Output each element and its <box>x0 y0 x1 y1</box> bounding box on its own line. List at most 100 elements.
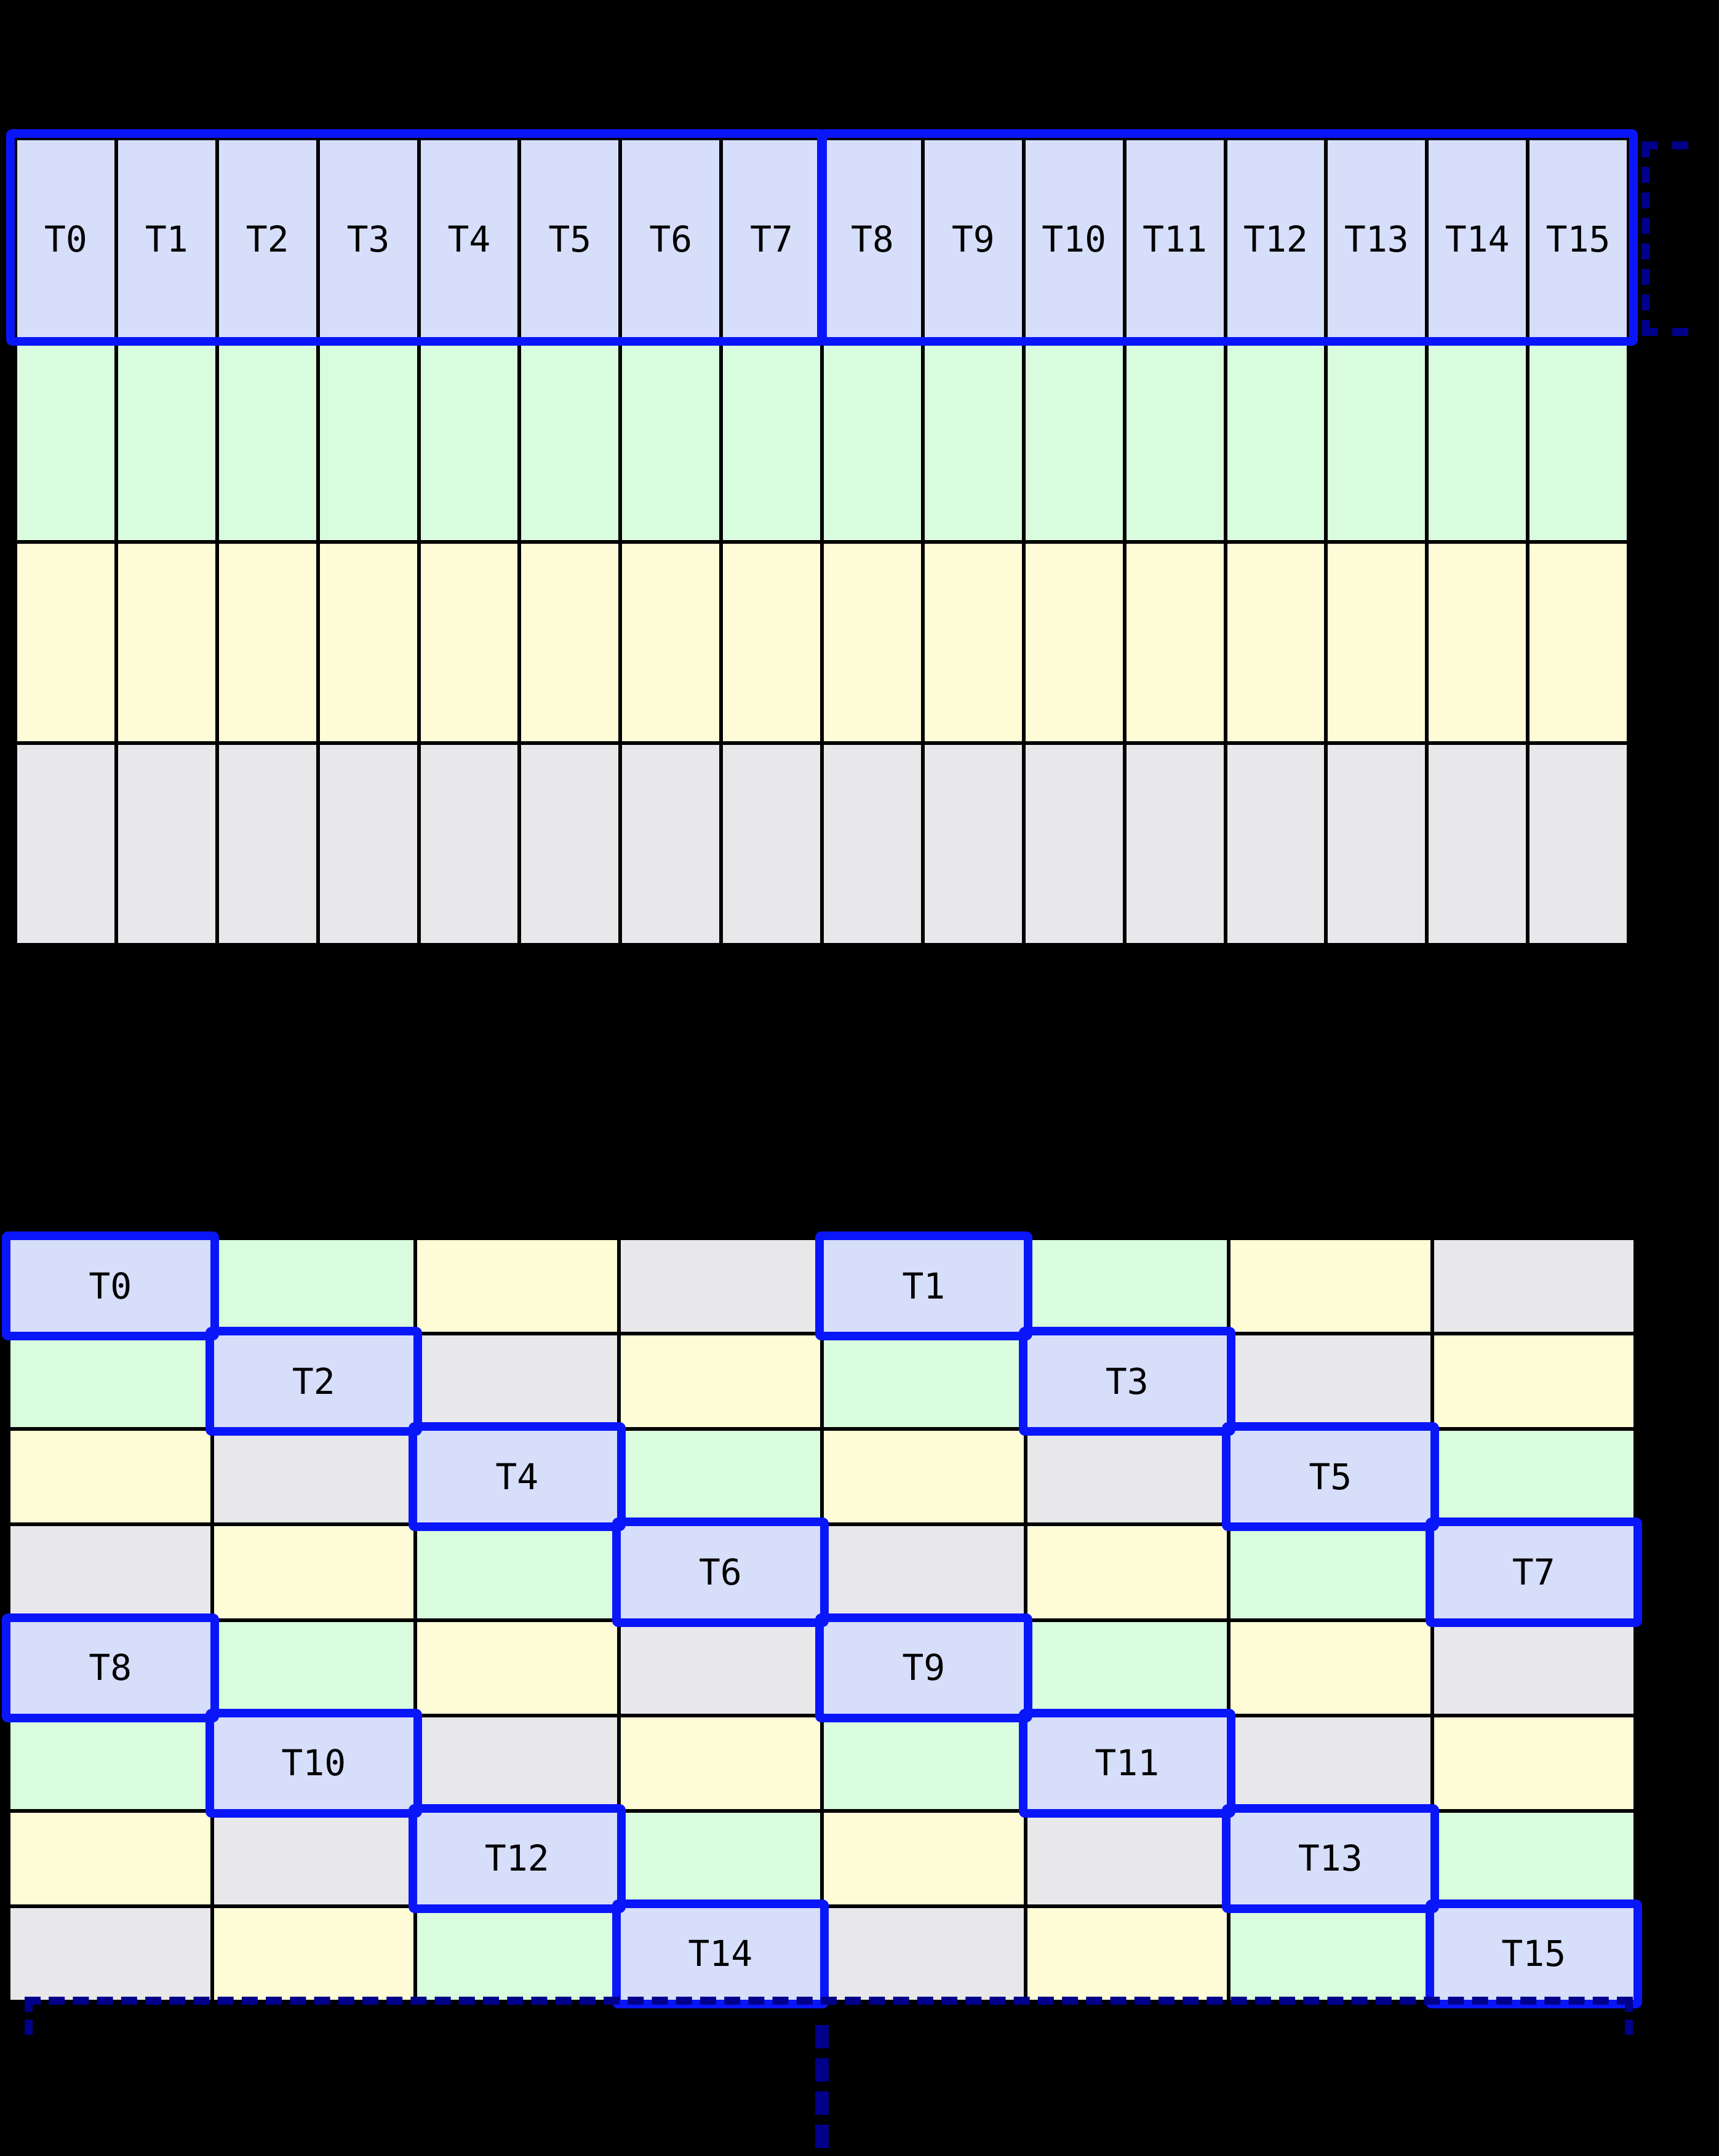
bottom-grid-cell-r3-c7: T7 <box>1434 1526 1633 1618</box>
top-grid-cell-r0-c2: T2 <box>218 140 316 338</box>
bottom-grid-cell-r6-c0 <box>10 1812 210 1904</box>
top-grid-cell-r2-c13 <box>1328 543 1426 742</box>
thread-label: T7 <box>1512 1551 1555 1593</box>
top-grid-cell-r1-c8 <box>824 341 921 540</box>
bottom-grid-cell-r6-c5 <box>1027 1812 1227 1904</box>
bottom-grid-cell-r1-c6 <box>1230 1335 1430 1428</box>
bottom-grid-cell-r7-c5 <box>1027 1907 1227 2000</box>
bottom-grid-cell-r1-c1: T2 <box>213 1335 413 1428</box>
thread-label: T8 <box>851 218 894 260</box>
bottom-grid-cell-r4-c1 <box>213 1621 413 1714</box>
top-grid-cell-r3-c7 <box>723 745 820 943</box>
thread-label: T6 <box>649 218 693 260</box>
top-grid-cell-r3-c1 <box>118 745 215 943</box>
bottom-grid-cell-r1-c0 <box>10 1335 210 1428</box>
thread-label: T9 <box>951 218 995 260</box>
top-grid-cell-r1-c14 <box>1429 341 1526 540</box>
bottom-grid-cell-r3-c2 <box>417 1526 617 1618</box>
thread-label: T11 <box>1095 1742 1160 1784</box>
bottom-grid-cell-r3-c4 <box>824 1526 1024 1618</box>
top-grid-cell-r0-c3: T3 <box>319 140 417 338</box>
thread-label: T13 <box>1298 1837 1363 1880</box>
bottom-grid-cell-r5-c7 <box>1434 1717 1633 1809</box>
thread-label: T9 <box>902 1647 946 1689</box>
thread-label: T15 <box>1546 218 1611 260</box>
bottom-grid-cell-r4-c5 <box>1027 1621 1227 1714</box>
bottom-grid-cell-r5-c6 <box>1230 1717 1430 1809</box>
thread-label: T0 <box>44 218 87 260</box>
bottom-grid-cell-r0-c5 <box>1027 1240 1227 1332</box>
bottom-grid-cell-r0-c4: T1 <box>824 1240 1024 1332</box>
top-grid-cell-r3-c8 <box>824 745 921 943</box>
thread-label: T14 <box>688 1933 753 1975</box>
bottom-grid-cell-r2-c7 <box>1434 1431 1633 1523</box>
top-grid-cell-r3-c6 <box>622 745 720 943</box>
bottom-grid-cell-r2-c6: T5 <box>1230 1431 1430 1523</box>
thread-label: T3 <box>346 218 390 260</box>
bottom-grid-cell-r6-c2: T12 <box>417 1812 617 1904</box>
bottom-grid-cell-r7-c6 <box>1230 1907 1430 2000</box>
bottom-grid-cell-r4-c7 <box>1434 1621 1633 1714</box>
top-grid-cell-r2-c5 <box>521 543 619 742</box>
bottom-grid-cell-r0-c7 <box>1434 1240 1633 1332</box>
thread-label: T6 <box>698 1551 742 1593</box>
thread-label: T4 <box>495 1455 539 1498</box>
top-grid-cell-r0-c0: T0 <box>17 140 114 338</box>
top-grid-cell-r1-c6 <box>622 341 720 540</box>
thread-label: T5 <box>1309 1455 1352 1498</box>
ellipsis-dash <box>815 2058 829 2082</box>
top-grid-cell-r1-c1 <box>118 341 215 540</box>
top-grid-cell-r0-c15: T15 <box>1530 140 1627 338</box>
bottom-grid-cell-r2-c5 <box>1027 1431 1227 1523</box>
top-grid-cell-r3-c5 <box>521 745 619 943</box>
thread-label: T4 <box>447 218 491 260</box>
bottom-grid-cell-r3-c0 <box>10 1526 210 1618</box>
bottom-grid-cell-r6-c6: T13 <box>1230 1812 1430 1904</box>
continuation-ellipsis <box>815 2025 829 2148</box>
bottom-grid-cell-r6-c3 <box>620 1812 820 1904</box>
bottom-grid-cell-r4-c6 <box>1230 1621 1430 1714</box>
top-grid-cell-r1-c2 <box>218 341 316 540</box>
bottom-grid-cell-r5-c2 <box>417 1717 617 1809</box>
bottom-grid-cell-r5-c3 <box>620 1717 820 1809</box>
top-grid-cell-r2-c8 <box>824 543 921 742</box>
top-grid-cell-r0-c13: T13 <box>1328 140 1426 338</box>
thread-label: T0 <box>89 1265 132 1307</box>
top-grid-cell-r3-c3 <box>319 745 417 943</box>
bottom-grid-cell-r0-c1 <box>213 1240 413 1332</box>
ellipsis-dash <box>815 2125 829 2148</box>
top-grid-cell-r2-c2 <box>218 543 316 742</box>
thread-label: T1 <box>902 1265 946 1307</box>
bottom-grid-cell-r3-c3: T6 <box>620 1526 820 1618</box>
bottom-grid-cell-r7-c3: T14 <box>620 1907 820 2000</box>
bottom-grid-cell-r3-c5 <box>1027 1526 1227 1618</box>
bottom-grid-cell-r7-c2 <box>417 1907 617 2000</box>
bottom-grid-cell-r1-c4 <box>824 1335 1024 1428</box>
top-grid-cell-r2-c10 <box>1025 543 1123 742</box>
bottom-grid-cell-r1-c5: T3 <box>1027 1335 1227 1428</box>
top-grid-cell-r1-c13 <box>1328 341 1426 540</box>
bottom-grid-cell-r0-c3 <box>620 1240 820 1332</box>
bottom-grid-cell-r4-c0: T8 <box>10 1621 210 1714</box>
thread-label: T11 <box>1143 218 1207 260</box>
top-grid-cell-r1-c12 <box>1227 341 1325 540</box>
top-grid-cell-r2-c15 <box>1530 543 1627 742</box>
top-grid-cell-r3-c0 <box>17 745 114 943</box>
thread-label: T5 <box>548 218 592 260</box>
top-grid-cell-r0-c10: T10 <box>1025 140 1123 338</box>
top-grid-cell-r2-c11 <box>1126 543 1224 742</box>
bottom-grid-cell-r2-c4 <box>824 1431 1024 1523</box>
thread-label: T14 <box>1445 218 1510 260</box>
top-grid-cell-r3-c12 <box>1227 745 1325 943</box>
top-grid-cell-r3-c13 <box>1328 745 1426 943</box>
bottom-grid-cell-r0-c6 <box>1230 1240 1430 1332</box>
top-grid-cell-r3-c14 <box>1429 745 1526 943</box>
thread-label: T10 <box>281 1742 346 1784</box>
bottom-grid-cell-r4-c3 <box>620 1621 820 1714</box>
top-grid-cell-r2-c4 <box>420 543 518 742</box>
thread-label: T8 <box>89 1647 132 1689</box>
top-grid-cell-r1-c10 <box>1025 341 1123 540</box>
bottom-grid-cell-r2-c1 <box>213 1431 413 1523</box>
bottom-grid-cell-r0-c2 <box>417 1240 617 1332</box>
